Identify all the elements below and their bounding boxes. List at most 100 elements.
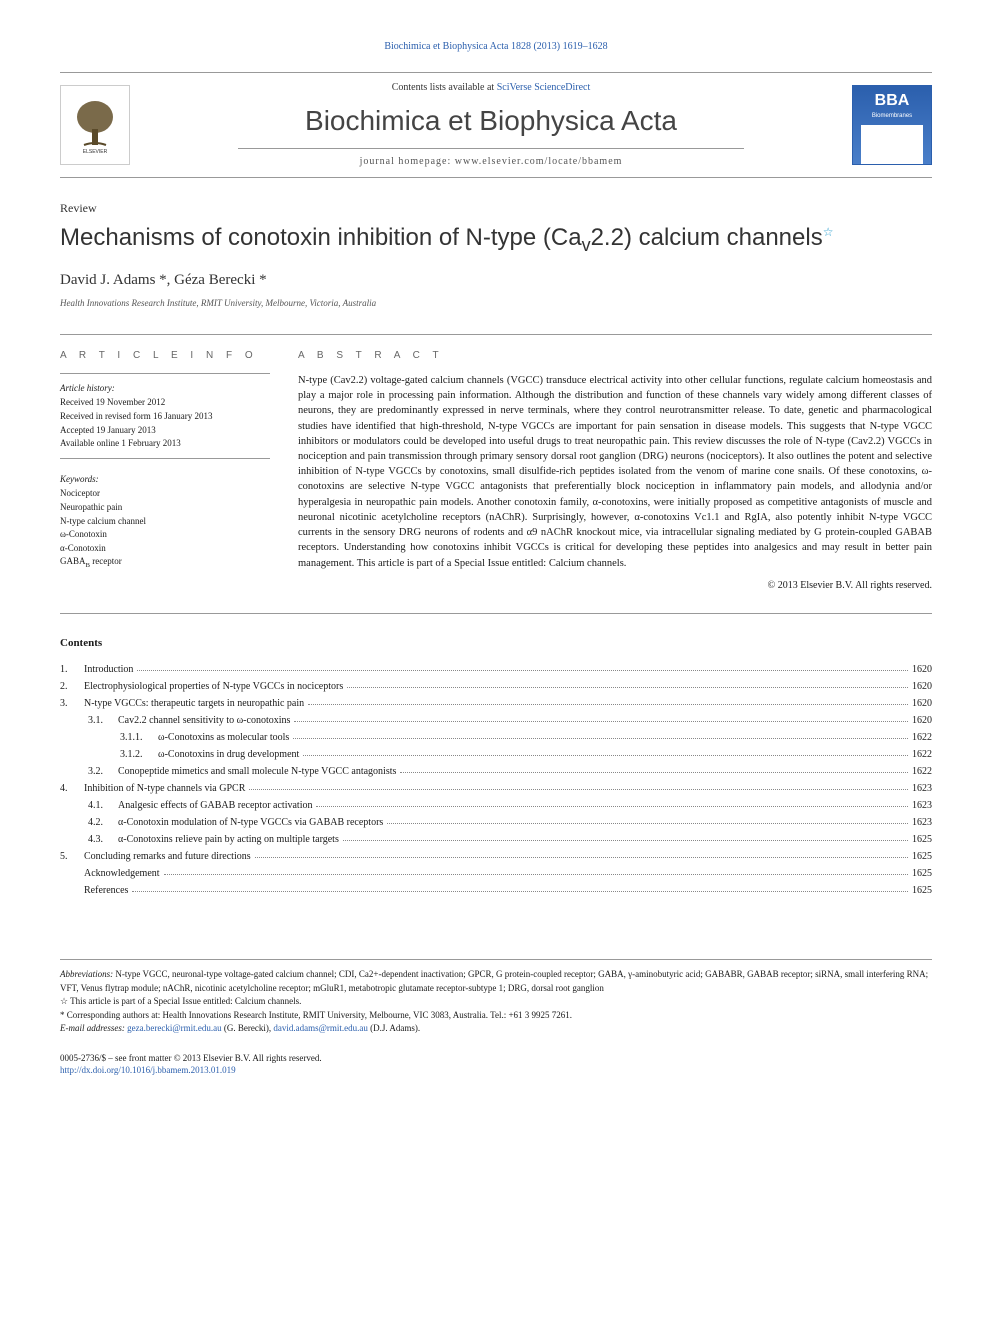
special-issue-note: ☆ This article is part of a Special Issu… xyxy=(60,995,932,1009)
table-of-contents: 1.Introduction16202.Electrophysiological… xyxy=(60,661,932,899)
toc-leader xyxy=(255,848,908,858)
toc-leader xyxy=(316,797,908,807)
toc-number: 3.1.1. xyxy=(120,729,158,746)
toc-number: 4.1. xyxy=(88,797,118,814)
toc-page: 1620 xyxy=(912,661,932,678)
elsevier-logo: ELSEVIER xyxy=(60,85,130,165)
toc-row[interactable]: 3.1.1.ω-Conotoxins as molecular tools162… xyxy=(60,729,932,746)
toc-leader xyxy=(164,865,908,875)
toc-row[interactable]: 3.N-type VGCCs: therapeutic targets in n… xyxy=(60,695,932,712)
toc-title: ω-Conotoxins as molecular tools xyxy=(158,729,289,746)
toc-title: ω-Conotoxins in drug development xyxy=(158,746,299,763)
toc-row[interactable]: 2.Electrophysiological properties of N-t… xyxy=(60,678,932,695)
toc-leader xyxy=(249,780,908,790)
toc-number: 2. xyxy=(60,678,84,695)
toc-leader xyxy=(293,729,908,739)
toc-leader xyxy=(303,746,908,756)
toc-row[interactable]: 4.3.α-Conotoxins relieve pain by acting … xyxy=(60,831,932,848)
abbreviations: Abbreviations: N-type VGCC, neuronal-typ… xyxy=(60,968,932,995)
abstract-label: A B S T R A C T xyxy=(298,349,932,363)
journal-cover-thumb: BBA Biomembranes xyxy=(852,85,932,165)
masthead-center: Contents lists available at SciVerse Sci… xyxy=(130,81,852,169)
toc-number xyxy=(60,865,84,882)
toc-title: Inhibition of N-type channels via GPCR xyxy=(84,780,245,797)
homepage-url[interactable]: www.elsevier.com/locate/bbamem xyxy=(455,156,623,167)
email-link[interactable]: david.adams@rmit.edu.au xyxy=(273,1023,368,1033)
keyword: ω-Conotoxin xyxy=(60,528,270,541)
corresponding-author-note: * Corresponding authors at: Health Innov… xyxy=(60,1009,932,1023)
toc-title: Conopeptide mimetics and small molecule … xyxy=(118,763,396,780)
keyword: N-type calcium channel xyxy=(60,515,270,528)
toc-title: Introduction xyxy=(84,661,133,678)
toc-number: 4. xyxy=(60,780,84,797)
toc-row[interactable]: 1.Introduction1620 xyxy=(60,661,932,678)
elsevier-tree-icon: ELSEVIER xyxy=(70,95,120,155)
contents-heading: Contents xyxy=(60,636,932,651)
footnotes: Abbreviations: N-type VGCC, neuronal-typ… xyxy=(60,959,932,1036)
toc-row[interactable]: 5.Concluding remarks and future directio… xyxy=(60,848,932,865)
toc-page: 1623 xyxy=(912,814,932,831)
toc-number: 3. xyxy=(60,695,84,712)
contents-available: Contents lists available at SciVerse Sci… xyxy=(130,81,852,95)
email-link[interactable]: geza.berecki@rmit.edu.au xyxy=(127,1023,222,1033)
contents-prefix: Contents lists available at xyxy=(392,82,497,93)
authors: David J. Adams *, Géza Berecki * xyxy=(60,270,932,291)
toc-page: 1625 xyxy=(912,882,932,899)
toc-page: 1620 xyxy=(912,678,932,695)
toc-leader xyxy=(387,814,908,824)
toc-number: 3.1.2. xyxy=(120,746,158,763)
doi-link[interactable]: http://dx.doi.org/10.1016/j.bbamem.2013.… xyxy=(60,1064,932,1077)
bba-label: BBA xyxy=(875,90,910,112)
history-item: Received 19 November 2012 xyxy=(60,396,270,409)
toc-page: 1623 xyxy=(912,780,932,797)
toc-row[interactable]: 3.1.2.ω-Conotoxins in drug development16… xyxy=(60,746,932,763)
toc-row[interactable]: Acknowledgement1625 xyxy=(60,865,932,882)
toc-number: 3.1. xyxy=(88,712,118,729)
toc-leader xyxy=(308,695,908,705)
toc-leader xyxy=(400,763,908,773)
journal-masthead: ELSEVIER Contents lists available at Sci… xyxy=(60,72,932,178)
keyword: GABAB receptor xyxy=(60,555,270,570)
toc-title: Cav2.2 channel sensitivity to ω-conotoxi… xyxy=(118,712,290,729)
history-label: Article history: xyxy=(60,382,270,395)
toc-title: N-type VGCCs: therapeutic targets in neu… xyxy=(84,695,304,712)
keyword: α-Conotoxin xyxy=(60,542,270,555)
toc-row[interactable]: 4.1.Analgesic effects of GABAB receptor … xyxy=(60,797,932,814)
toc-row[interactable]: 3.1.Cav2.2 channel sensitivity to ω-cono… xyxy=(60,712,932,729)
toc-row[interactable]: 3.2.Conopeptide mimetics and small molec… xyxy=(60,763,932,780)
title-footnote-star: ☆ xyxy=(823,225,834,240)
toc-title: References xyxy=(84,882,128,899)
journal-homepage: journal homepage: www.elsevier.com/locat… xyxy=(130,155,852,169)
toc-title: Electrophysiological properties of N-typ… xyxy=(84,678,343,695)
toc-page: 1625 xyxy=(912,848,932,865)
abstract-text: N-type (Cav2.2) voltage-gated calcium ch… xyxy=(298,373,932,571)
journal-name: Biochimica et Biophysica Acta xyxy=(130,101,852,140)
toc-row[interactable]: 4.Inhibition of N-type channels via GPCR… xyxy=(60,780,932,797)
toc-row[interactable]: References 1625 xyxy=(60,882,932,899)
toc-number: 4.3. xyxy=(88,831,118,848)
keyword: Nociceptor xyxy=(60,487,270,500)
article-info-abstract-row: A R T I C L E I N F O Article history: R… xyxy=(60,334,932,593)
article-type: Review xyxy=(60,200,932,217)
toc-row[interactable]: 4.2.α-Conotoxin modulation of N-type VGC… xyxy=(60,814,932,831)
toc-leader xyxy=(137,661,908,671)
toc-title: Acknowledgement xyxy=(84,865,160,882)
scidirect-link[interactable]: SciVerse ScienceDirect xyxy=(497,82,591,93)
toc-title: Analgesic effects of GABAB receptor acti… xyxy=(118,797,312,814)
toc-title: Concluding remarks and future directions xyxy=(84,848,251,865)
toc-leader xyxy=(347,678,908,688)
toc-page: 1623 xyxy=(912,797,932,814)
copyright-block: 0005-2736/$ – see front matter © 2013 El… xyxy=(60,1052,932,1077)
keywords-label: Keywords: xyxy=(60,473,270,486)
toc-page: 1625 xyxy=(912,831,932,848)
front-matter-line: 0005-2736/$ – see front matter © 2013 El… xyxy=(60,1052,932,1065)
email-line: E-mail addresses: geza.berecki@rmit.edu.… xyxy=(60,1022,932,1036)
article-info: A R T I C L E I N F O Article history: R… xyxy=(60,349,270,593)
toc-number xyxy=(60,882,84,899)
bba-subtitle: Biomembranes xyxy=(872,112,912,120)
toc-page: 1620 xyxy=(912,695,932,712)
article-info-label: A R T I C L E I N F O xyxy=(60,349,270,363)
toc-title: α-Conotoxin modulation of N-type VGCCs v… xyxy=(118,814,383,831)
toc-number: 4.2. xyxy=(88,814,118,831)
history-item: Received in revised form 16 January 2013 xyxy=(60,410,270,423)
